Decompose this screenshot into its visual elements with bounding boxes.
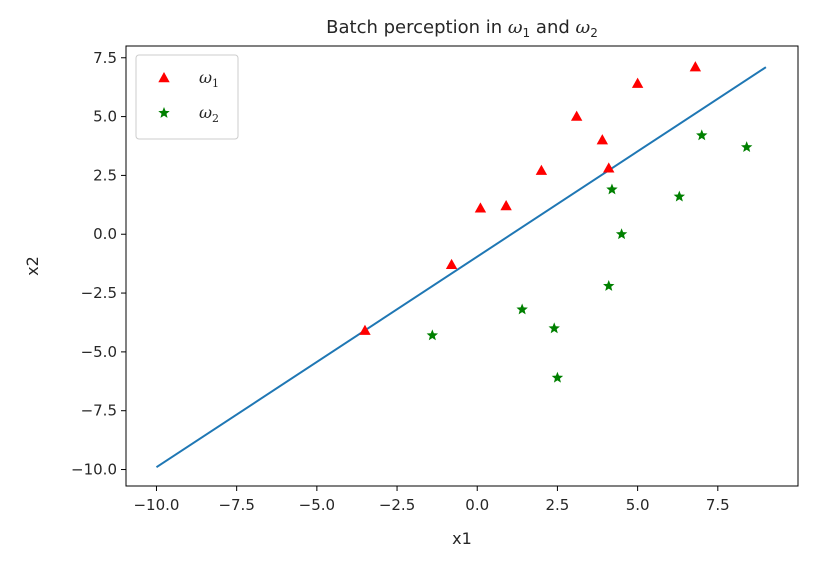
x-tick-label: 5.0 — [626, 496, 650, 514]
chart-title: Batch perception in ω1 and ω2 — [326, 17, 598, 40]
decision-boundary-layer — [155, 66, 767, 469]
legend-box — [135, 54, 239, 140]
legend-label: ω2 — [199, 103, 219, 125]
x-tick-label: 0.0 — [465, 496, 489, 514]
title-part: 2 — [590, 26, 598, 40]
omega2-point — [740, 141, 753, 153]
omega1-point — [596, 134, 609, 145]
omega2-point — [516, 303, 528, 315]
omega1-point — [535, 164, 548, 175]
omega1-point — [689, 61, 702, 72]
y-tick-label: −2.5 — [81, 284, 117, 302]
legend-label: ω1 — [199, 68, 219, 90]
omega1-point — [603, 162, 615, 173]
title-part: ω — [576, 17, 591, 38]
omega1-point — [474, 202, 487, 213]
title-part: 1 — [523, 26, 531, 40]
y-tick-label: 5.0 — [93, 108, 117, 126]
omega2-point — [673, 190, 686, 202]
x-axis-ticks: −10.0 −7.5 −5.0 −2.5 0.0 2.5 5.0 7.5 — [133, 486, 730, 514]
x-tick-label: −2.5 — [379, 496, 415, 514]
x-tick-label: −5.0 — [299, 496, 335, 514]
title-part: and — [530, 17, 575, 38]
y-tick-label: −7.5 — [81, 402, 117, 420]
title-part: ω — [508, 17, 523, 38]
omega2-point — [603, 280, 615, 291]
x-axis-label: x1 — [452, 529, 472, 548]
legend: ω1 ω2 — [135, 54, 239, 140]
y-tick-label: −5.0 — [81, 343, 117, 361]
title-part: Batch perception in — [326, 17, 508, 38]
omega2-point — [696, 129, 708, 141]
y-tick-label: 7.5 — [93, 49, 117, 67]
x-tick-label: 7.5 — [706, 496, 730, 514]
plot-frame — [125, 45, 799, 487]
omega1-point — [631, 77, 644, 88]
omega1-point — [570, 110, 583, 121]
y-tick-label: 0.0 — [93, 225, 117, 243]
omega2-point — [426, 329, 439, 341]
x-tick-label: −7.5 — [218, 496, 254, 514]
decision-boundary-line — [155, 66, 767, 469]
omega1-point — [500, 200, 512, 211]
omega2-point — [615, 228, 628, 240]
x-tick-label: −10.0 — [133, 496, 179, 514]
markers-layer — [359, 61, 753, 383]
x-tick-label: 2.5 — [545, 496, 569, 514]
y-axis-label: x2 — [23, 256, 42, 276]
omega2-point — [551, 371, 564, 383]
omega1-point — [359, 324, 371, 335]
y-tick-label: 2.5 — [93, 166, 117, 184]
y-tick-label: −10.0 — [71, 461, 117, 479]
y-axis-ticks: −10.0 −7.5 −5.0 −2.5 0.0 2.5 5.0 7.5 — [71, 49, 126, 479]
legend-omega1-marker — [158, 72, 170, 83]
legend-omega2-marker — [158, 107, 170, 118]
omega2-point — [548, 322, 560, 334]
omega2-point — [606, 183, 618, 195]
omega1-point — [445, 258, 458, 270]
